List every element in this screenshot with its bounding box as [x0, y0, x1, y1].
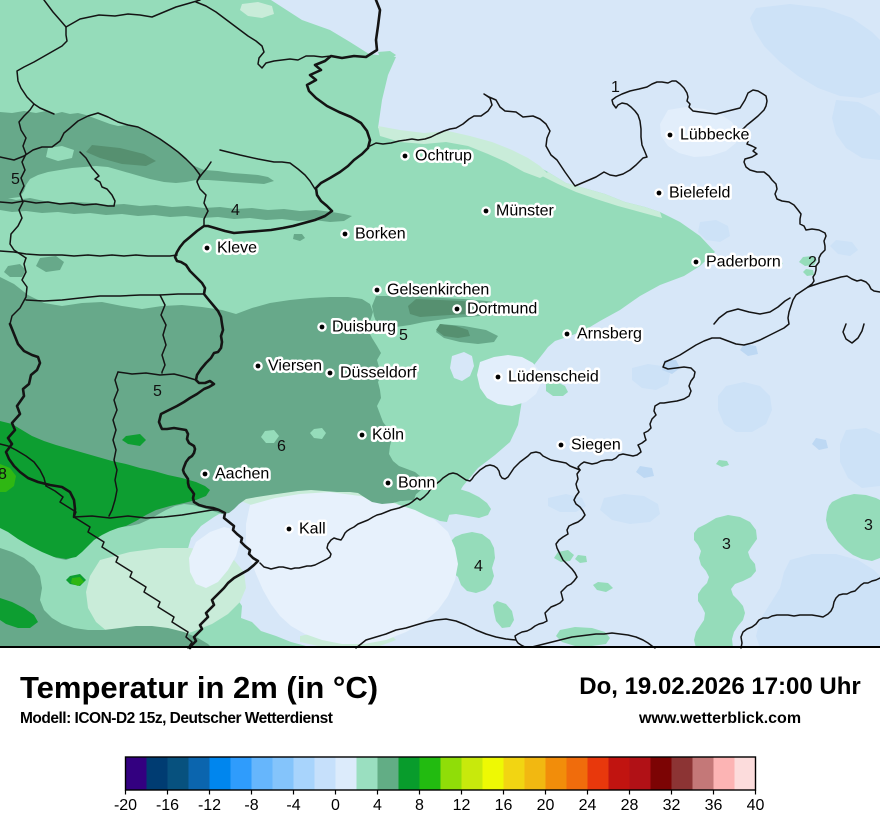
- svg-text:6: 6: [277, 438, 286, 455]
- svg-text:Aachen: Aachen: [215, 465, 269, 482]
- svg-text:Gelsenkirchen: Gelsenkirchen: [387, 281, 489, 298]
- svg-text:5: 5: [399, 327, 408, 344]
- svg-text:Duisburg: Duisburg: [332, 318, 396, 335]
- svg-text:4: 4: [474, 558, 483, 575]
- svg-text:16: 16: [495, 797, 513, 814]
- svg-text:40: 40: [747, 797, 765, 814]
- svg-text:-20: -20: [114, 797, 137, 814]
- svg-text:Bonn: Bonn: [398, 474, 435, 491]
- svg-text:Siegen: Siegen: [571, 436, 621, 453]
- svg-text:Düsseldorf: Düsseldorf: [340, 364, 417, 381]
- svg-text:36: 36: [705, 797, 723, 814]
- svg-text:4: 4: [373, 797, 382, 814]
- svg-text:Kleve: Kleve: [217, 239, 257, 256]
- svg-text:24: 24: [579, 797, 597, 814]
- svg-text:4: 4: [231, 202, 240, 219]
- svg-text:-8: -8: [244, 797, 258, 814]
- svg-text:3: 3: [864, 517, 873, 534]
- svg-text:1: 1: [611, 79, 620, 96]
- svg-text:3: 3: [722, 536, 731, 553]
- svg-text:8: 8: [0, 466, 7, 483]
- svg-text:12: 12: [453, 797, 471, 814]
- svg-text:5: 5: [11, 171, 20, 188]
- svg-text:Viersen: Viersen: [268, 357, 322, 374]
- svg-text:Paderborn: Paderborn: [706, 253, 781, 270]
- svg-text:Arnsberg: Arnsberg: [577, 325, 642, 342]
- svg-text:Münster: Münster: [496, 202, 554, 219]
- svg-text:Borken: Borken: [355, 225, 406, 242]
- svg-text:Ochtrup: Ochtrup: [415, 147, 472, 164]
- svg-text:Lübbecke: Lübbecke: [680, 126, 749, 143]
- svg-text:0: 0: [331, 797, 340, 814]
- svg-text:-12: -12: [198, 797, 221, 814]
- svg-text:5: 5: [153, 383, 162, 400]
- svg-text:-16: -16: [156, 797, 179, 814]
- svg-text:Kall: Kall: [299, 520, 326, 537]
- svg-text:8: 8: [415, 797, 424, 814]
- svg-text:32: 32: [663, 797, 681, 814]
- svg-text:28: 28: [621, 797, 639, 814]
- svg-text:Lüdenscheid: Lüdenscheid: [508, 368, 599, 385]
- svg-text:Köln: Köln: [372, 426, 404, 443]
- svg-text:2: 2: [808, 254, 817, 271]
- svg-text:Dortmund: Dortmund: [467, 300, 537, 317]
- svg-text:-4: -4: [286, 797, 300, 814]
- svg-text:20: 20: [537, 797, 555, 814]
- svg-text:Bielefeld: Bielefeld: [669, 184, 730, 201]
